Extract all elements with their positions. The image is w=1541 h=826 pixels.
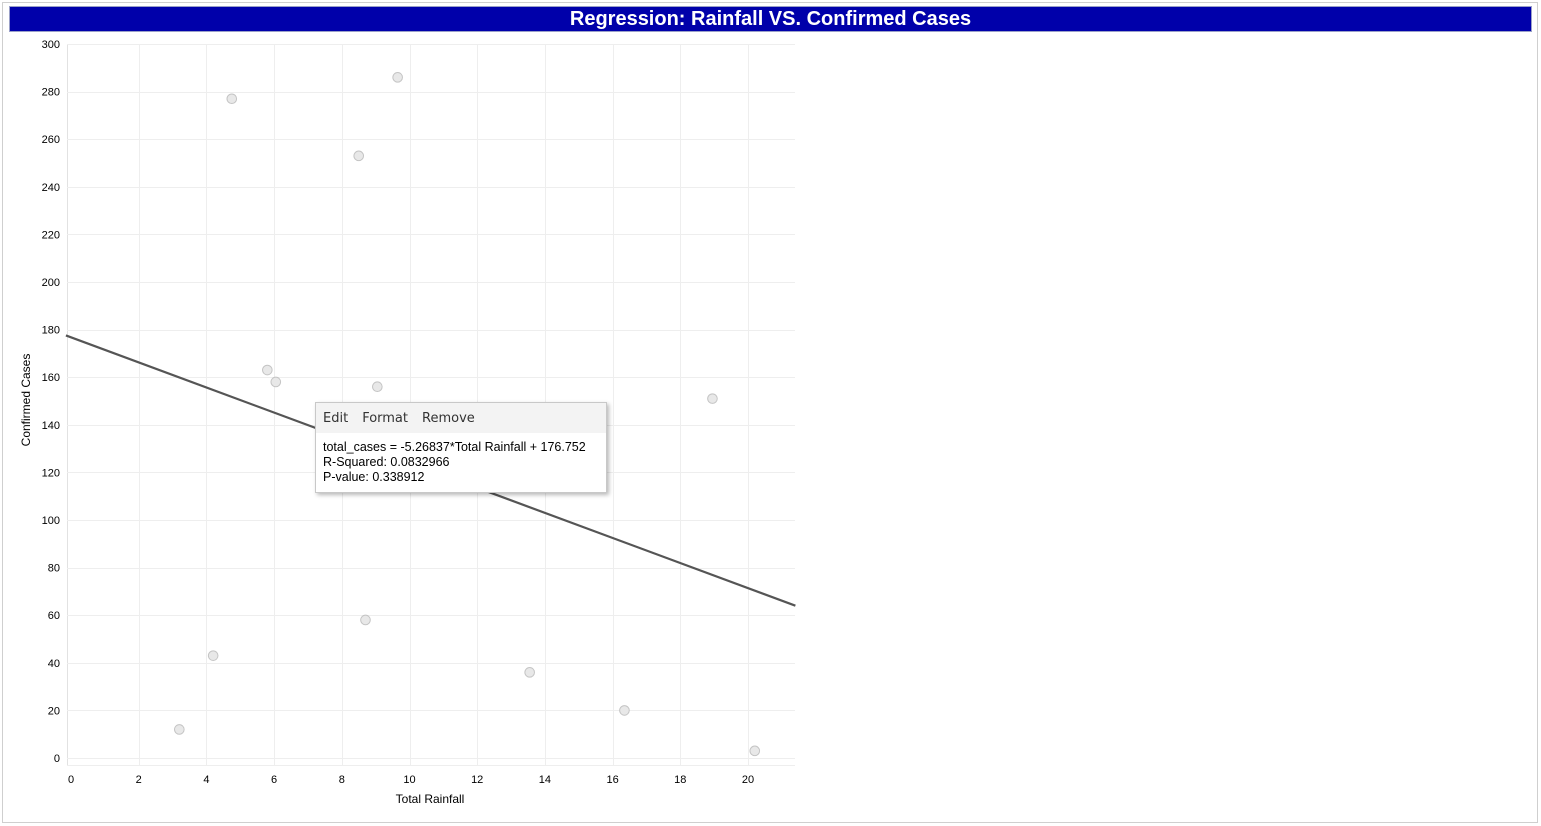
x-tick-label: 2: [136, 774, 142, 786]
regression-equation: total_cases = -5.26837*Total Rainfall + …: [323, 440, 586, 454]
data-point: [353, 150, 365, 162]
chart-title: Regression: Rainfall VS. Confirmed Cases: [9, 6, 1532, 32]
data-point: [174, 724, 185, 735]
data-point: [619, 705, 630, 716]
regression-tooltip: Edit Format Remove total_cases = -5.2683…: [315, 402, 607, 493]
x-tick-label: 12: [471, 774, 483, 786]
x-tick-label: 4: [203, 774, 209, 786]
tooltip-body: total_cases = -5.26837*Total Rainfall + …: [316, 433, 606, 485]
x-tick-label: 0: [68, 774, 74, 786]
x-tick-label: 8: [339, 774, 345, 786]
data-point: [392, 72, 403, 83]
x-tick-label: 16: [606, 774, 618, 786]
y-tick-label: 100: [42, 515, 60, 527]
edit-button[interactable]: Edit: [323, 410, 349, 426]
y-tick-label: 60: [48, 610, 60, 622]
data-point: [262, 364, 273, 376]
data-point: [707, 393, 718, 404]
data-point: [270, 376, 282, 388]
x-tick-label: 6: [271, 774, 277, 786]
data-point: [749, 745, 761, 757]
y-tick-label: 120: [42, 467, 60, 479]
p-value: P-value: 0.338912: [323, 470, 425, 484]
y-tick-label: 180: [42, 325, 60, 337]
y-tick-label: 140: [42, 420, 60, 432]
y-tick-label: 160: [42, 372, 60, 384]
x-tick-label: 18: [674, 774, 686, 786]
data-point: [207, 650, 219, 661]
x-axis-label: Total Rainfall: [396, 792, 465, 806]
y-tick-label: 20: [48, 705, 60, 717]
format-button[interactable]: Format: [362, 410, 408, 426]
tooltip-menu: Edit Format Remove: [316, 403, 606, 433]
tick-labels: 0 2 4 6 8 10 12 14 16 18 2002040608010012014016018…: [42, 39, 754, 786]
x-tick-label: 10: [403, 774, 415, 786]
y-tick-label: 260: [42, 134, 60, 146]
x-tick-label: 20: [742, 774, 754, 786]
r-squared: R-Squared: 0.0832966: [323, 455, 450, 469]
y-tick-label: 280: [42, 87, 60, 99]
y-tick-label: 300: [42, 39, 60, 51]
y-tick-label: 240: [42, 182, 60, 194]
data-point: [360, 614, 371, 626]
data-point: [226, 93, 238, 105]
remove-button[interactable]: Remove: [422, 410, 475, 426]
y-tick-label: 40: [48, 658, 60, 670]
y-axis-label: Confirmed Cases: [19, 354, 33, 447]
y-tick-label: 200: [42, 277, 60, 289]
y-tick-label: 80: [48, 563, 60, 575]
y-tick-label: 220: [42, 229, 60, 241]
y-tick-label: 0: [54, 753, 60, 765]
data-point: [524, 667, 535, 678]
x-tick-label: 14: [539, 774, 551, 786]
points-group: [174, 72, 761, 757]
data-point: [372, 381, 383, 393]
